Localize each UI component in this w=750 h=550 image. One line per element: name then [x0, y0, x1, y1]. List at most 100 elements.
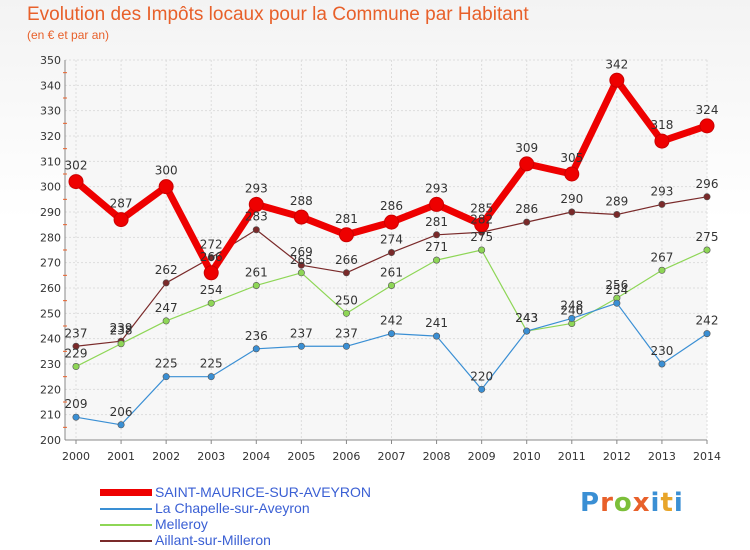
data-point — [609, 72, 625, 88]
data-point — [613, 299, 621, 307]
data-label: 246 — [560, 303, 583, 317]
data-label: 282 — [470, 212, 493, 226]
x-tick-label: 2003 — [197, 450, 225, 463]
data-label: 283 — [245, 210, 268, 224]
data-point — [252, 226, 260, 234]
data-label: 241 — [425, 316, 448, 330]
legend-swatch — [100, 508, 152, 510]
y-tick-label: 340 — [40, 79, 61, 92]
data-label: 271 — [425, 240, 448, 254]
data-label: 288 — [290, 194, 313, 208]
data-point — [384, 214, 399, 230]
y-tick-label: 230 — [40, 358, 61, 371]
y-tick-label: 280 — [40, 231, 61, 244]
data-label: 296 — [696, 177, 719, 191]
data-point — [703, 193, 711, 201]
data-point — [568, 314, 576, 322]
chart-title: Evolution des Impôts locaux pour la Comm… — [27, 4, 529, 25]
data-label: 236 — [245, 329, 268, 343]
data-label: 289 — [605, 195, 628, 209]
logo-letter: i — [650, 488, 661, 518]
data-point — [658, 200, 666, 208]
x-tick-label: 2009 — [468, 450, 496, 463]
data-point — [613, 211, 621, 219]
legend-item: Melleroy — [100, 516, 440, 533]
legend-item: Aillant-sur-Milleron — [100, 532, 440, 549]
data-label: 256 — [605, 278, 628, 292]
data-label: 293 — [245, 181, 268, 195]
data-label: 286 — [515, 202, 538, 216]
plot-area — [65, 60, 707, 440]
data-label: 267 — [650, 250, 673, 264]
data-label: 293 — [425, 181, 448, 195]
data-point — [158, 179, 174, 195]
logo-letter: x — [632, 488, 651, 518]
data-label: 272 — [200, 238, 223, 252]
data-label: 269 — [290, 245, 313, 259]
data-label: 287 — [110, 197, 133, 211]
chart-subtitle: (en € et par an) — [27, 28, 110, 42]
y-tick-label: 210 — [40, 409, 61, 422]
data-point — [342, 269, 350, 277]
data-point — [248, 196, 264, 212]
x-tick-label: 2000 — [62, 450, 90, 463]
data-point — [293, 209, 309, 225]
data-point — [162, 373, 170, 381]
data-point — [703, 330, 711, 338]
data-label: 247 — [155, 301, 178, 315]
data-label: 242 — [696, 314, 719, 328]
chart-legend: SAINT-MAURICE-SUR-AVEYRON La Chapelle-sur… — [100, 484, 440, 549]
data-point — [433, 231, 441, 239]
data-point — [658, 360, 666, 368]
data-point — [658, 266, 666, 274]
data-point — [703, 246, 711, 254]
data-label: 242 — [380, 314, 403, 328]
legend-swatch — [100, 489, 152, 496]
data-label: 342 — [605, 57, 628, 71]
data-label: 230 — [650, 344, 673, 358]
data-point — [654, 133, 670, 149]
legend-item: SAINT-MAURICE-SUR-AVEYRON — [100, 484, 440, 501]
y-tick-label: 320 — [40, 130, 61, 143]
data-point — [68, 174, 84, 190]
y-tick-label: 220 — [40, 383, 61, 396]
data-point — [72, 413, 80, 421]
data-point — [207, 254, 215, 262]
x-tick-label: 2013 — [648, 450, 676, 463]
y-tick-label: 330 — [40, 105, 61, 118]
data-label: 266 — [200, 250, 223, 264]
data-label: 261 — [380, 265, 403, 279]
data-point — [207, 373, 215, 381]
data-label: 286 — [380, 199, 403, 213]
y-tick-label: 200 — [40, 434, 61, 447]
data-label: 229 — [65, 347, 88, 361]
x-tick-label: 2010 — [513, 450, 541, 463]
data-label: 290 — [560, 192, 583, 206]
data-point — [297, 269, 305, 277]
data-label: 243 — [515, 311, 538, 325]
legend-swatch — [100, 524, 152, 526]
data-label: 324 — [696, 103, 719, 117]
legend-label: SAINT-MAURICE-SUR-AVEYRON — [155, 484, 371, 500]
data-label: 293 — [650, 184, 673, 198]
data-label: 300 — [155, 164, 178, 178]
data-label: 302 — [65, 159, 88, 173]
data-point — [113, 212, 129, 228]
x-tick-label: 2001 — [107, 450, 135, 463]
data-point — [203, 265, 219, 281]
data-point — [207, 299, 215, 307]
logo-letter: P — [580, 488, 601, 518]
logo-letter: i — [673, 488, 684, 518]
data-label: 274 — [380, 233, 403, 247]
data-label: 275 — [696, 230, 719, 244]
data-label: 281 — [425, 215, 448, 229]
data-point — [433, 332, 441, 340]
x-tick-label: 2007 — [378, 450, 406, 463]
data-label: 275 — [470, 230, 493, 244]
data-point — [478, 246, 486, 254]
data-label: 206 — [110, 405, 133, 419]
legend-label: Aillant-sur-Milleron — [155, 532, 271, 548]
data-point — [117, 340, 125, 348]
